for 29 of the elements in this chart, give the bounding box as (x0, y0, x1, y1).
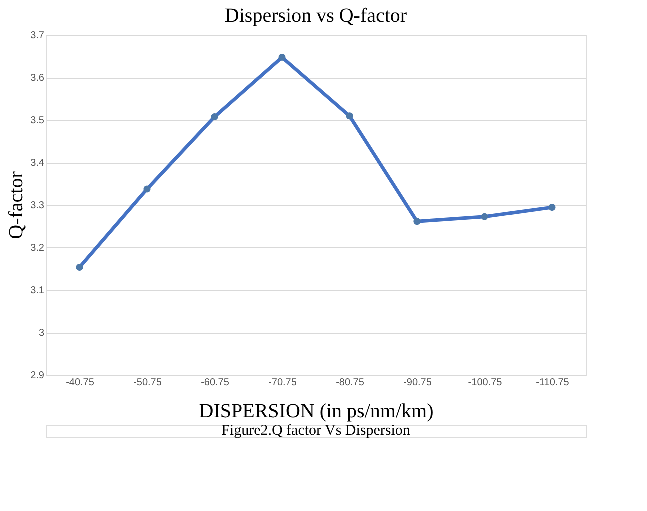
point (278, 54, 286, 62)
y-axis-title: Q-factor (6, 171, 28, 240)
y-tick-label: 3 (38, 328, 45, 339)
y-tick-label: 3.2 (30, 243, 45, 254)
x-tick-label: -60.75 (201, 378, 230, 388)
point (346, 112, 354, 120)
y-tick-label: 3.6 (30, 73, 45, 84)
y-tick-label: 3.5 (30, 116, 45, 126)
x-tick-label: -80.75 (336, 378, 365, 388)
point (211, 113, 218, 121)
x-tick-label: -90.75 (404, 378, 432, 388)
caption: Figure2.Q factor Vs Dispersion (222, 423, 411, 439)
x-tick-label: -50.75 (134, 378, 162, 388)
point (481, 213, 488, 220)
y-tick-label: 3.3 (30, 200, 45, 212)
y-tick-label: 3.1 (30, 286, 45, 296)
point (144, 186, 151, 193)
y-tick-label: 3.4 (30, 158, 45, 169)
x-tick-label: -100.75 (468, 378, 503, 388)
point (76, 264, 84, 272)
y-tick-label: 3.7 (30, 30, 45, 42)
chart-title: Dispersion vs Q-factor (224, 5, 408, 27)
x-tick-label: -110.75 (536, 378, 570, 388)
point (548, 204, 556, 212)
point (414, 218, 421, 226)
x-axis-title: DISPERSION (in ps/nm/km) (199, 400, 434, 422)
y-tick-label: 2.9 (30, 370, 45, 382)
x-tick-label: -70.75 (268, 378, 298, 388)
x-tick-label: -40.75 (66, 378, 95, 388)
